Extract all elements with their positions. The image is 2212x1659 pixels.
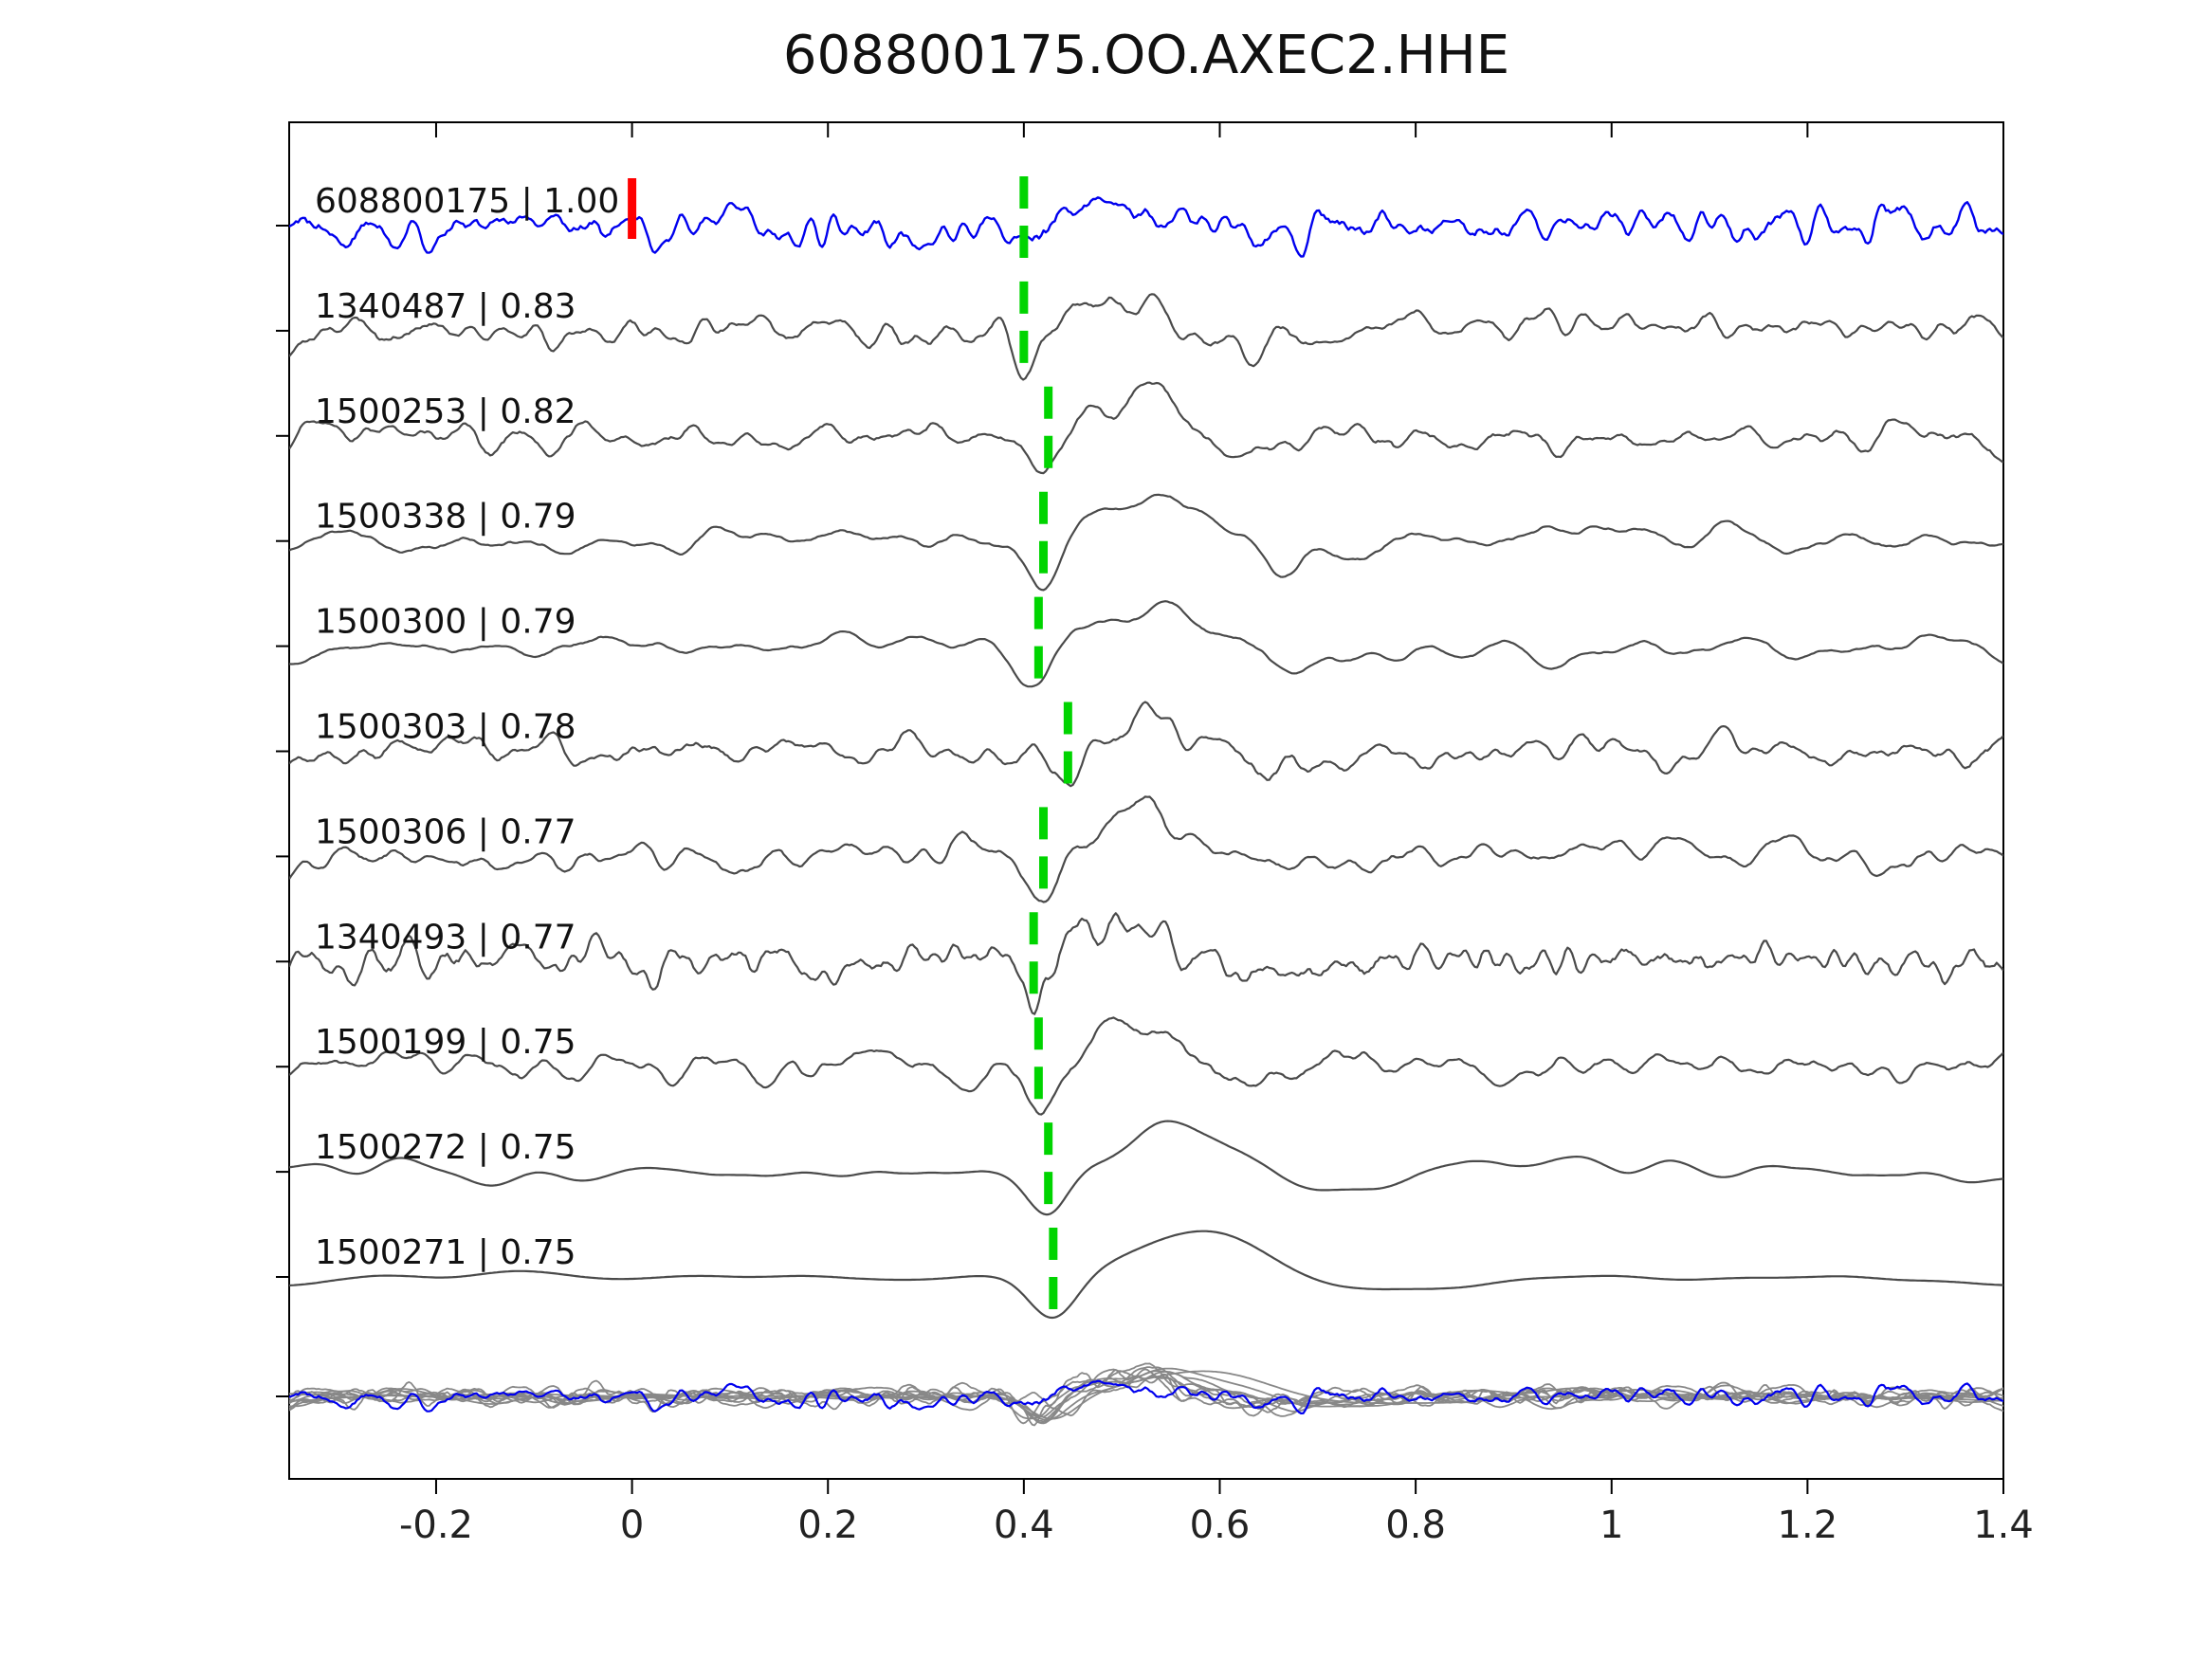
plot-title: 608800175.OO.AXEC2.HHE bbox=[782, 25, 1510, 86]
x-tick-label: 0.6 bbox=[1190, 1504, 1251, 1547]
trace-label: 1340493 | 0.77 bbox=[315, 918, 576, 957]
trace-1500199 bbox=[289, 1016, 2003, 1116]
waveforms bbox=[289, 196, 2003, 1427]
x-tick-label: 1.2 bbox=[1778, 1504, 1838, 1547]
trace-1500253 bbox=[289, 381, 2003, 475]
x-tick-label: 1 bbox=[1600, 1504, 1623, 1547]
trace-1500306 bbox=[289, 795, 2003, 903]
x-tick-label: 0.2 bbox=[797, 1504, 858, 1547]
overlay-reference-trace bbox=[289, 1379, 2003, 1414]
overlay-trace bbox=[289, 1367, 2003, 1421]
trace-1500271 bbox=[289, 1230, 2003, 1320]
trace-1500300 bbox=[289, 600, 2003, 688]
trace-label: 1500300 | 0.79 bbox=[315, 603, 576, 642]
trace-label: 1500338 | 0.79 bbox=[315, 498, 576, 537]
trace-labels: 608800175 | 1.00 1340487 | 0.83 1500253 | … bbox=[315, 182, 619, 1272]
plot-border bbox=[288, 121, 2004, 1480]
overlay-trace bbox=[289, 1370, 2003, 1420]
trace-label: 1500199 | 0.75 bbox=[315, 1023, 576, 1062]
trace-1340493 bbox=[289, 912, 2003, 1015]
x-tick-label: 1.4 bbox=[1973, 1504, 2034, 1547]
trace-label: 1500303 | 0.78 bbox=[315, 708, 576, 747]
x-tick-label: -0.2 bbox=[399, 1504, 473, 1547]
trace-1340487 bbox=[289, 293, 2003, 381]
trace-label: 1500253 | 0.82 bbox=[315, 392, 576, 431]
trace-label: 1500306 | 0.77 bbox=[315, 812, 576, 851]
markers bbox=[628, 176, 1072, 1309]
trace-label: 1500272 | 0.75 bbox=[315, 1128, 576, 1167]
trace-1500338 bbox=[289, 493, 2003, 592]
trace-label: 1340487 | 0.83 bbox=[315, 287, 576, 326]
trace-label: 1500271 | 0.75 bbox=[315, 1233, 576, 1272]
axes: -0.2 0 0.2 0.4 0.6 0.8 1 1.2 1.4 bbox=[276, 121, 2034, 1547]
trace-1500303 bbox=[289, 701, 2003, 788]
trace-label: 608800175 | 1.00 bbox=[315, 182, 619, 221]
trace-1500272 bbox=[289, 1120, 2003, 1216]
x-tick-label: 0.4 bbox=[994, 1504, 1054, 1547]
trace-608800175 bbox=[289, 196, 2003, 258]
x-tick-label: 0.8 bbox=[1385, 1504, 1446, 1547]
x-tick-label: 0 bbox=[620, 1504, 644, 1547]
